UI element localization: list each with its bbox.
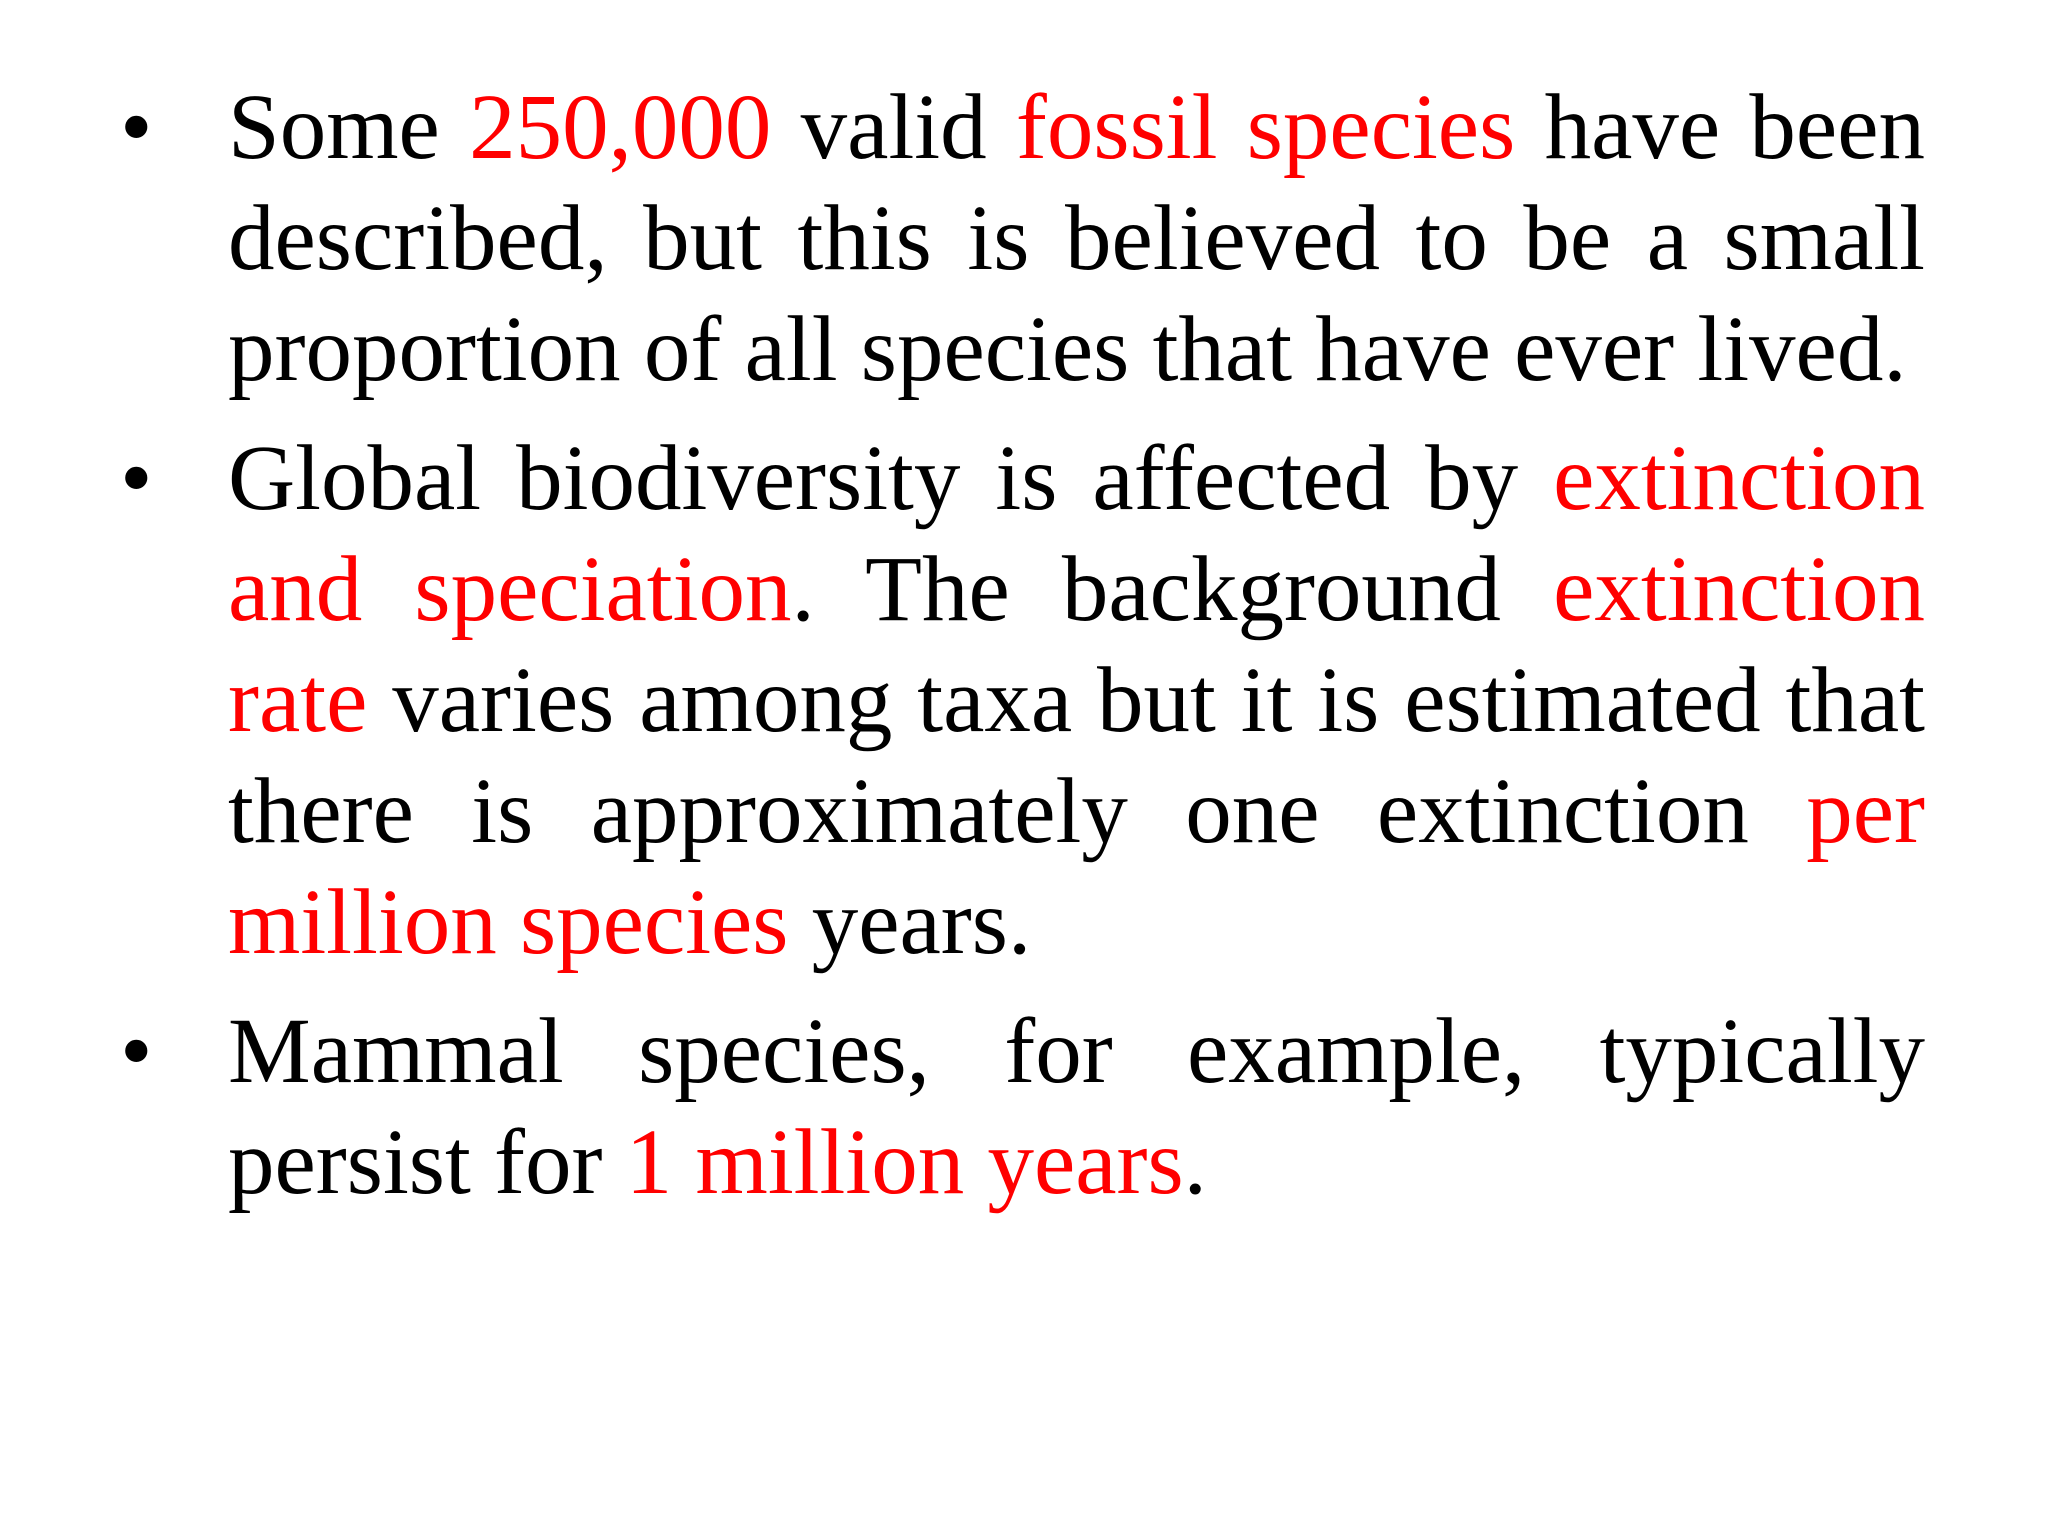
highlight-segment: extinction rate (228, 538, 1925, 752)
highlight-segment: fossil species (1015, 76, 1516, 179)
bullet-icon: • (120, 427, 153, 530)
text-segment: Global biodiversity is affected by (228, 427, 1554, 530)
highlight-segment: per million species (228, 760, 1925, 974)
text-segment: . The background (791, 538, 1554, 641)
bullet-icon: • (120, 1000, 153, 1103)
highlight-segment: extinction and speciation (228, 427, 1925, 641)
bullet-text-3: Mammal species, for example, typically p… (228, 996, 1925, 1218)
bullet-list: • Some 250,000 valid fossil species have… (120, 72, 1925, 1236)
text-segment: valid (771, 76, 1016, 179)
text-segment: have been described, but this is believe… (228, 76, 1925, 401)
bullet-icon: • (120, 76, 153, 179)
highlight-segment: 250,000 (469, 76, 772, 179)
text-segment: . (1183, 1111, 1207, 1214)
bullet-item-2: • Global biodiversity is affected by ext… (120, 423, 1925, 978)
bullet-item-1: • Some 250,000 valid fossil species have… (120, 72, 1925, 405)
text-segment: years. (788, 871, 1032, 974)
text-segment: varies among taxa but it is estimated th… (228, 649, 1925, 863)
highlight-segment: 1 million years (625, 1111, 1184, 1214)
bullet-text-2: Global biodiversity is affected by extin… (228, 423, 1925, 978)
text-segment: Mammal species, for example, typically p… (228, 1000, 1925, 1214)
text-segment: Some (228, 76, 470, 179)
bullet-text-1: Some 250,000 valid fossil species have b… (228, 72, 1925, 405)
bullet-item-3: • Mammal species, for example, typically… (120, 996, 1925, 1218)
